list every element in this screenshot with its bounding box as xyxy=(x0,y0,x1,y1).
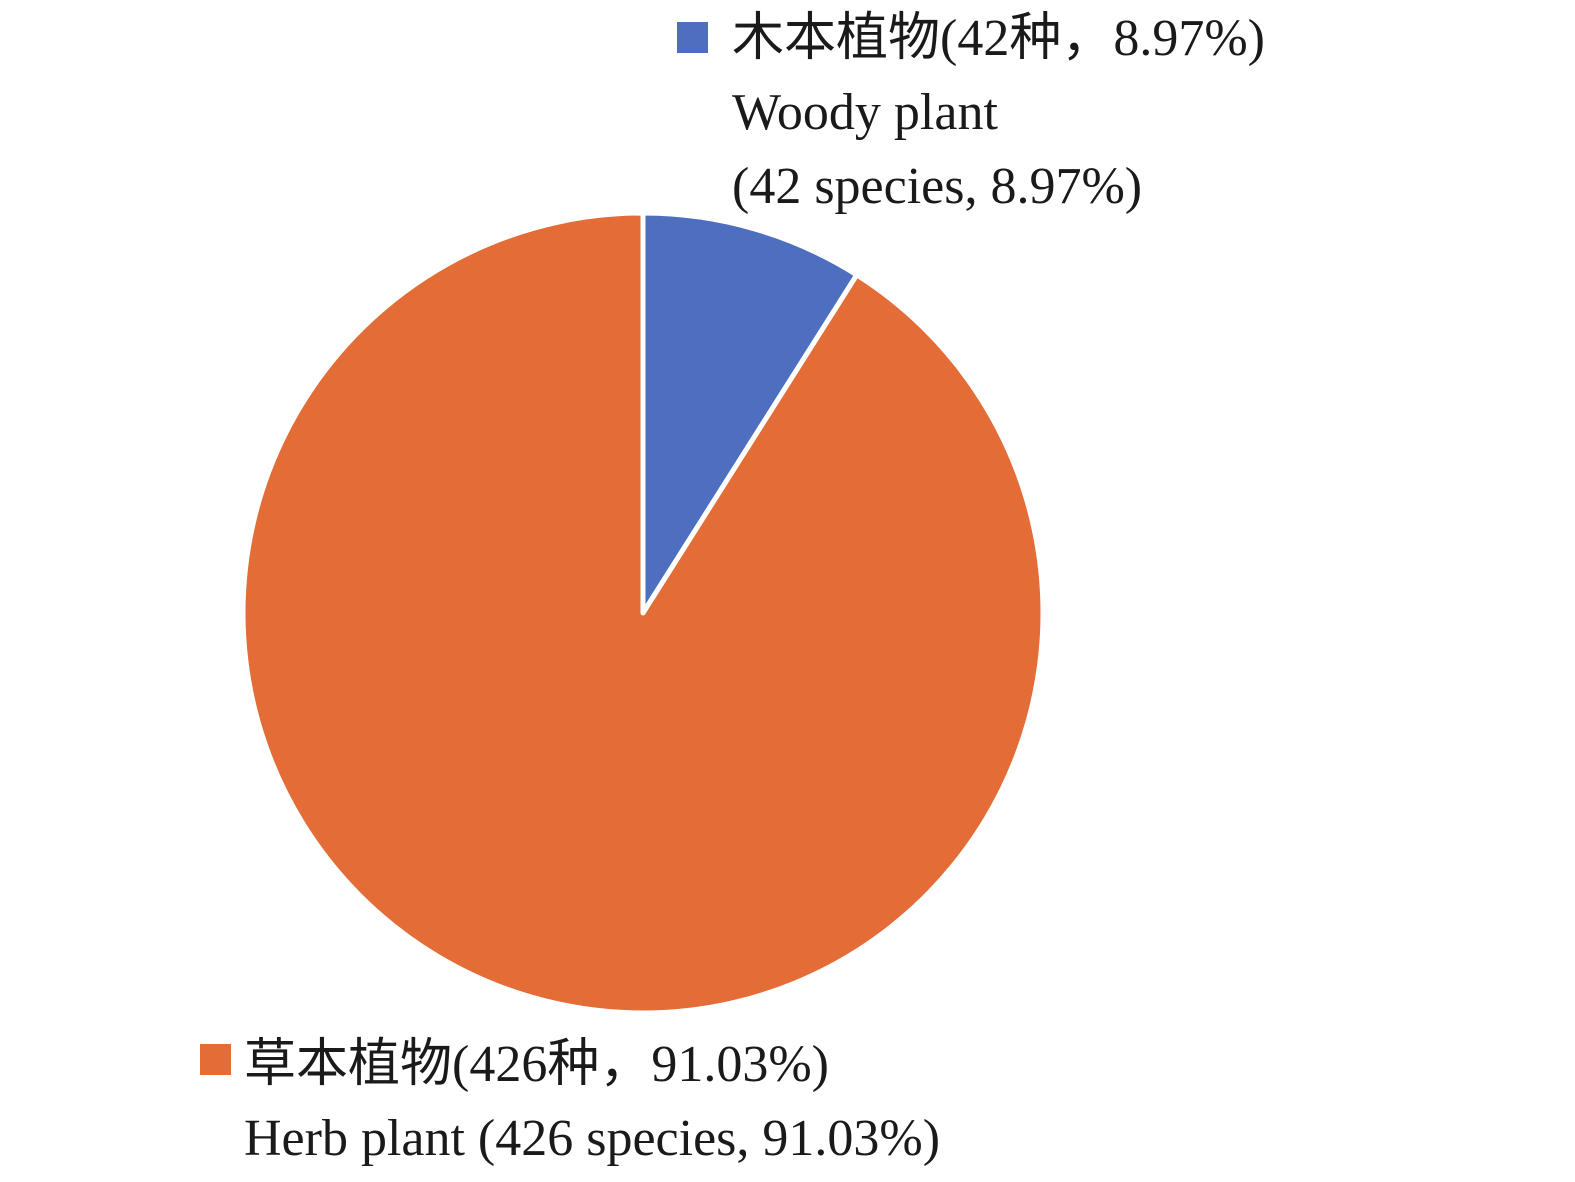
legend-herb-line-1: 草本植物(426种，91.03%) xyxy=(244,1036,829,1093)
legend-woody-line-3: (42 species, 8.97%) xyxy=(732,158,1143,215)
legend-woody-line-2: Woody plant xyxy=(732,84,998,141)
legend-swatch-woody xyxy=(677,22,708,53)
legend-herb: 草本植物(426种，91.03%) Herb plant (426 specie… xyxy=(244,1028,940,1176)
legend-woody-line-1: 木本植物(42种，8.97%) xyxy=(732,10,1265,67)
legend-woody: 木本植物(42种，8.97%) Woody plant (42 species,… xyxy=(732,2,1265,224)
legend-swatch-herb xyxy=(200,1044,231,1075)
pie-slice-woody xyxy=(640,210,860,616)
legend-herb-line-2: Herb plant (426 species, 91.03%) xyxy=(244,1110,941,1167)
pie-slice-herb xyxy=(240,210,1046,1016)
